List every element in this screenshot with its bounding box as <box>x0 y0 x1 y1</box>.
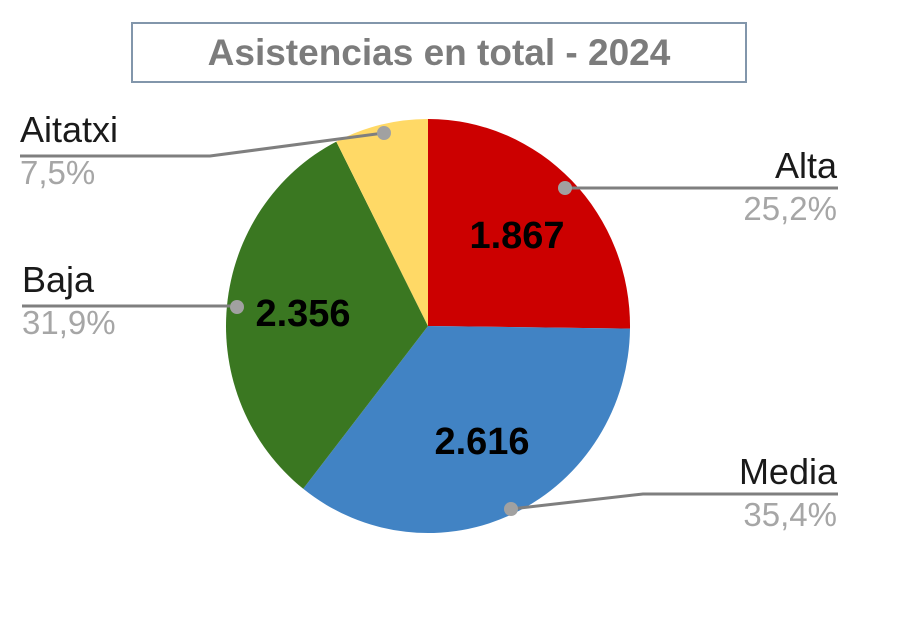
pie-slice-alta <box>428 118 631 329</box>
slice-label-baja: Baja <box>22 259 95 300</box>
leader-line-media <box>510 492 838 511</box>
slice-label-media: Media <box>738 451 837 492</box>
slice-value-media: 2.616 <box>434 421 529 463</box>
slice-label-alta: Alta <box>774 145 837 186</box>
callout-baja: Baja 31,9% <box>22 258 116 344</box>
pie-slice-baja <box>226 141 428 489</box>
callout-alta: Alta 25,2% <box>743 144 837 230</box>
pie-slice-aitatxi <box>336 119 428 326</box>
chart-title-box: Asistencias en total - 2024 <box>131 22 747 83</box>
slice-percent-aitatxi: 7,5% <box>20 154 96 191</box>
slice-percent-baja: 31,9% <box>22 304 116 341</box>
leader-dot-baja <box>230 300 244 314</box>
callout-aitatxi: Aitatxi 7,5% <box>20 108 118 194</box>
pie-slice-media <box>303 326 630 534</box>
slice-value-baja: 2.356 <box>255 293 350 335</box>
slice-value-alta: 1.867 <box>469 215 564 257</box>
leader-line-aitatxi <box>20 131 385 158</box>
callout-media: Media 35,4% <box>739 450 837 536</box>
slice-percent-alta: 25,2% <box>743 190 837 227</box>
slice-percent-media: 35,4% <box>743 496 837 533</box>
slice-label-aitatxi: Aitatxi <box>20 109 119 150</box>
leader-dot-aitatxi <box>377 126 391 140</box>
leader-dot-media <box>504 502 518 516</box>
leader-dot-alta <box>558 181 572 195</box>
chart-title: Asistencias en total - 2024 <box>207 31 671 73</box>
